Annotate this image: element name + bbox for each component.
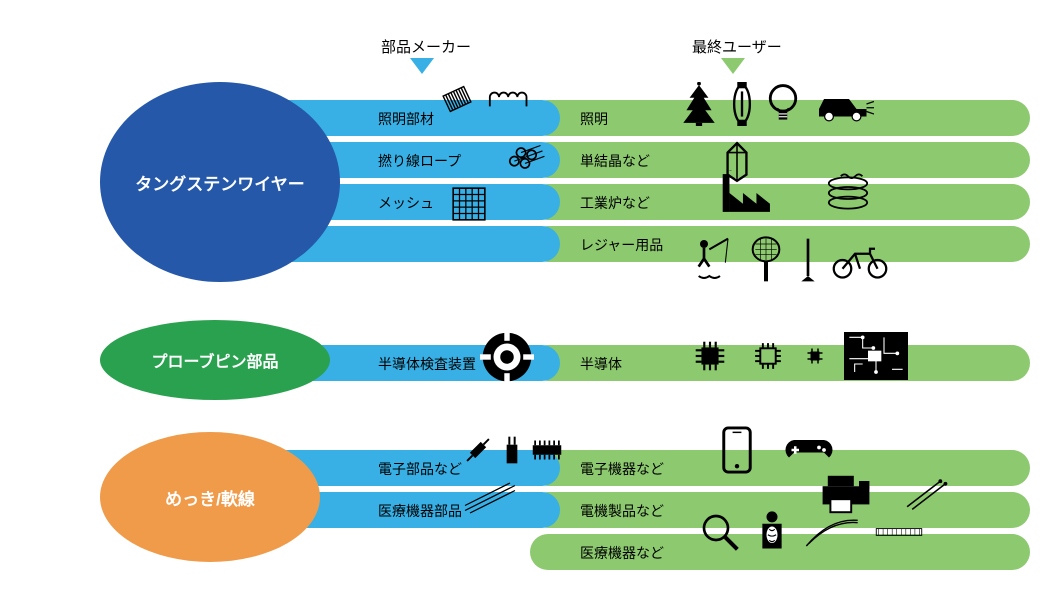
blue-label-g0-r1: 撚り線ロープ	[360, 151, 461, 171]
icons-g1-green-r4	[690, 236, 890, 284]
catheter-icon	[804, 514, 860, 550]
icons-g3-green-r3	[700, 510, 924, 554]
icons-g2-blue	[480, 330, 534, 384]
blue-label-g2-r1: 医療機器部品	[360, 501, 462, 521]
icons-g1-green-r3	[720, 170, 872, 216]
probe-target-icon	[480, 330, 534, 384]
needle-icon	[460, 480, 520, 516]
category-oval-0: タングステンワイヤー	[100, 82, 340, 282]
blue-label-g0-r2: メッシュ	[360, 193, 434, 213]
xray-person-icon	[754, 510, 790, 554]
racket-icon	[746, 236, 786, 284]
icons-g3-green-r1	[720, 425, 834, 475]
green-label-g2-r1: 電機製品など	[580, 501, 664, 521]
circuit-board-icon	[844, 332, 908, 380]
rope-bundle-icon	[500, 135, 546, 181]
icons-g1-blue-r1	[440, 82, 532, 116]
green-label-g0-r1: 単結晶など	[580, 151, 650, 171]
brush-icon	[874, 518, 924, 546]
green-label-g1-r0: 半導体	[580, 354, 622, 374]
green-label-g0-r0: 照明	[580, 109, 608, 129]
icons-g1-blue-r2	[500, 135, 546, 181]
chip-small-icon	[806, 347, 824, 365]
resistor-icon	[460, 432, 496, 468]
golf-icon	[798, 236, 818, 284]
fishing-icon	[690, 236, 734, 284]
chip-icon	[690, 336, 730, 376]
blue-label-g0-r0: 照明部材	[360, 109, 434, 129]
filament-icon	[440, 82, 474, 116]
coils-stack-icon	[824, 173, 872, 213]
chip-outline-icon	[750, 338, 786, 374]
green-label-g0-r2: 工業炉など	[580, 193, 650, 213]
tree-icon	[680, 82, 718, 126]
bicycle-icon	[830, 240, 890, 280]
green-label-g2-r0: 電子機器など	[580, 459, 664, 479]
capacitor-icon	[504, 434, 520, 466]
icons-g3-blue-r2	[460, 480, 520, 516]
green-label-g2-r2: 医療機器など	[580, 543, 664, 563]
icons-g3-blue-r1	[460, 432, 566, 468]
category-oval-2: めっき/軟線	[100, 432, 320, 562]
category-oval-1: プローブピン部品	[100, 320, 330, 400]
car-icon	[814, 84, 874, 124]
lamp-icon	[732, 82, 752, 126]
pins-icon	[902, 476, 948, 512]
factory-icon	[720, 170, 774, 216]
icons-g1-blue-r3	[450, 185, 488, 223]
green-label-g0-r3: レジャー用品	[580, 235, 663, 255]
blue-label-g2-r0: 電子部品など	[360, 459, 462, 479]
coil-icon	[488, 84, 532, 114]
gamepad-icon	[784, 432, 834, 468]
mesh-icon	[450, 185, 488, 223]
icons-g2-green	[690, 332, 908, 380]
triangle-enduser	[721, 58, 745, 74]
smartphone-icon	[720, 425, 754, 475]
bulb-icon	[766, 82, 800, 126]
magnifier-icon	[700, 512, 740, 552]
icons-g1-green-r1	[680, 82, 874, 126]
header-enduser: 最終ユーザー	[692, 36, 782, 57]
blue-label-g1-r0: 半導体検査装置	[360, 354, 476, 374]
triangle-maker	[410, 58, 434, 74]
header-maker: 部品メーカー	[381, 36, 471, 57]
ic-icon	[528, 436, 566, 464]
